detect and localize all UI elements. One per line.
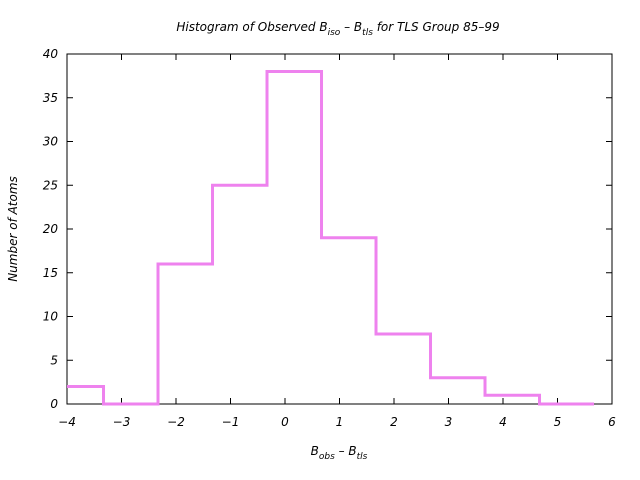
plot-frame <box>66 53 613 405</box>
y-axis-label: Number of Atoms <box>6 176 20 282</box>
chart-title: Histogram of Observed Biso – Btls for TL… <box>176 20 499 38</box>
x-tick-label: 3 <box>445 415 453 429</box>
x-tick-label: 6 <box>608 415 616 429</box>
y-tick-label: 0 <box>50 397 58 411</box>
y-tick-label: 35 <box>43 91 58 105</box>
x-tick-label: 0 <box>281 415 289 429</box>
axis-ticks <box>66 53 613 405</box>
x-tick-label: −2 <box>167 415 185 429</box>
y-tick-label: 30 <box>43 135 59 149</box>
y-tick-label: 25 <box>43 178 58 192</box>
x-tick-label: 4 <box>499 415 507 429</box>
histogram-step-line <box>67 70 595 406</box>
x-tick-label: −3 <box>113 415 131 429</box>
y-tick-label: 15 <box>43 266 58 280</box>
x-tick-label: −1 <box>222 415 240 429</box>
y-tick-label: 5 <box>50 353 58 367</box>
y-tick-label: 10 <box>43 310 59 324</box>
x-tick-label: −4 <box>58 415 76 429</box>
x-tick-label: 5 <box>554 415 562 429</box>
x-axis-label: Bobs – Btls <box>311 444 368 462</box>
y-tick-label: 20 <box>43 222 59 236</box>
x-tick-label: 2 <box>390 415 398 429</box>
series-group <box>67 70 595 406</box>
y-tick-label: 40 <box>43 47 59 61</box>
x-tick-label: 1 <box>336 415 344 429</box>
axis-tick-labels: −4 −3 −2 −1 0 1 2 3 4 5 6 0 5 10 15 20 25 30 35 40 <box>43 47 616 429</box>
